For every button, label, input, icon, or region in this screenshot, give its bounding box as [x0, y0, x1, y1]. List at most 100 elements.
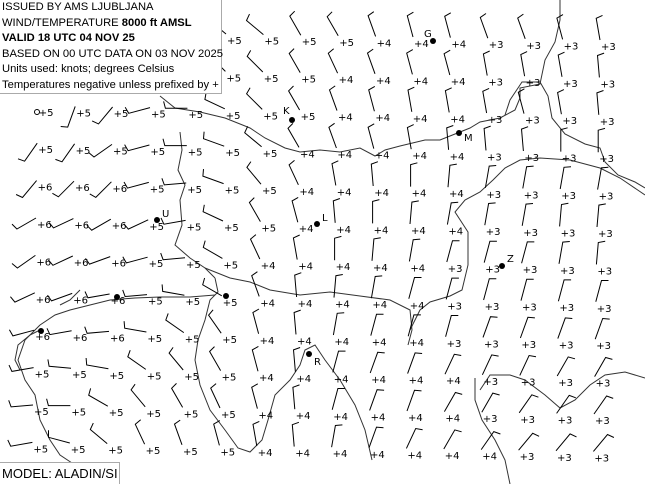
temperature-value: +4: [261, 261, 276, 272]
temperature-value: +6: [37, 220, 52, 231]
temperature-value: +4: [449, 189, 464, 200]
wind-barb-icon: [288, 160, 299, 186]
station-label-l: L: [322, 213, 328, 224]
wind-barb-icon: [127, 350, 147, 370]
wind-barb-icon: [202, 277, 223, 297]
wind-barb-icon: [520, 278, 534, 301]
eastern-border: [504, 81, 645, 189]
temperature-value: +3: [520, 415, 535, 426]
temperature-value: +5: [149, 222, 164, 233]
temperature-value: +5: [222, 373, 237, 384]
wind-barb-icon: [594, 317, 610, 340]
temperature-value: +3: [523, 265, 538, 276]
temperature-value: +5: [301, 75, 316, 86]
temperature-value: +5: [184, 372, 199, 383]
wind-barb-icon: [249, 234, 261, 260]
temperature-value: +5: [33, 444, 48, 455]
wind-barb-icon: [245, 87, 263, 110]
wind-barb-icon: [84, 326, 110, 334]
wind-barb-icon: [521, 241, 535, 264]
temperature-value: +3: [597, 266, 612, 277]
temperature-value: +4: [371, 375, 386, 386]
temperature-value: +4: [413, 76, 428, 87]
temperature-value: +3: [559, 303, 574, 314]
wind-barb-icon: [170, 383, 184, 408]
temperature-value: +4: [298, 299, 313, 310]
station-dot-u[interactable]: [154, 217, 160, 223]
temperature-value: +6: [111, 259, 126, 270]
temperature-value: +3: [485, 302, 500, 313]
temperature-value: +6: [36, 257, 51, 268]
temperature-value: +4: [410, 263, 425, 274]
wind-barb-icon: [122, 256, 148, 264]
wind-barb-icon: [368, 85, 376, 112]
based-on: BASED ON 00 UTC DATA ON 03 NOV 2025: [2, 47, 223, 60]
station-dot-l[interactable]: [314, 221, 320, 227]
wind-barb-icon: [292, 384, 300, 410]
temperature-value: +3: [487, 152, 502, 163]
wind-barb-icon: [483, 278, 497, 301]
station-dot-g[interactable]: [430, 38, 436, 44]
temperature-value: +4: [299, 224, 314, 235]
station-dot-z[interactable]: [499, 263, 505, 269]
temperature-value: +6: [35, 332, 50, 343]
temperature-value: +6: [110, 333, 125, 344]
wind-barb-icon: [406, 11, 414, 38]
temperature-value: +4: [451, 77, 466, 88]
wind-barb-icon: [443, 49, 451, 76]
wind-barb-icon: [291, 196, 299, 223]
temperature-value: +4: [333, 412, 348, 423]
temperature-value: +5: [187, 185, 202, 196]
station-dot-m[interactable]: [456, 130, 462, 136]
temperature-value: +3: [596, 379, 611, 390]
temperature-value: +3: [485, 265, 500, 276]
wind-barb-icon: [556, 14, 564, 40]
wind-barb-icon: [334, 235, 342, 261]
wind-barb-icon: [123, 321, 147, 333]
wind-barb-icon: [202, 131, 225, 147]
temperature-value: +5: [146, 446, 161, 457]
temperature-value: +3: [561, 191, 576, 202]
wind-barb-icon: [480, 430, 501, 450]
wind-barb-icon: [366, 48, 376, 74]
wind-barb-icon: [331, 160, 339, 186]
station-dot-r[interactable]: [306, 351, 312, 357]
temperature-value: +4: [445, 451, 460, 462]
temperature-value: +4: [258, 448, 273, 459]
wind-barb-icon: [372, 199, 380, 224]
temperature-value: +5: [226, 111, 241, 122]
wind-barb-icon: [555, 433, 577, 452]
wind-barb-icon: [328, 85, 338, 111]
station-label-r: R: [314, 357, 321, 368]
temperature-value: +3: [524, 190, 539, 201]
wind-barb-icon: [484, 202, 496, 226]
temperature-value: +3: [524, 153, 539, 164]
wind-barb-icon: [446, 125, 454, 150]
temperature-value: +5: [225, 148, 240, 159]
wind-barb-icon: [595, 240, 606, 265]
temperature-value: +5: [38, 145, 53, 156]
wind-barb-icon: [559, 166, 572, 190]
temperature-value: +5: [220, 447, 235, 458]
temperature-value: +3: [597, 304, 612, 315]
temperature-value: +4: [409, 338, 424, 349]
temperature-value: +5: [76, 108, 91, 119]
temperature-value: +4: [339, 75, 354, 86]
station-label-m: M: [464, 133, 473, 144]
wind-barb-icon: [556, 356, 576, 377]
temperature-value: +5: [147, 371, 162, 382]
station-dot-k[interactable]: [289, 117, 295, 123]
temperature-value: +6: [73, 295, 88, 306]
wind-barb-icon: [11, 254, 36, 269]
temperature-value: +5: [261, 224, 276, 235]
station-label-k: K: [283, 106, 290, 117]
wind-barb-icon: [8, 329, 35, 337]
temperature-value: +4: [299, 187, 314, 198]
wind-barb-icon: [444, 87, 452, 113]
temperature-value: +6: [36, 295, 51, 306]
wind-barb-icon: [84, 291, 110, 299]
wind-barb-icon: [369, 351, 385, 374]
temperature-value: +5: [262, 186, 277, 197]
temperature-value: +4: [374, 188, 389, 199]
temperature-value: +4: [373, 263, 388, 274]
